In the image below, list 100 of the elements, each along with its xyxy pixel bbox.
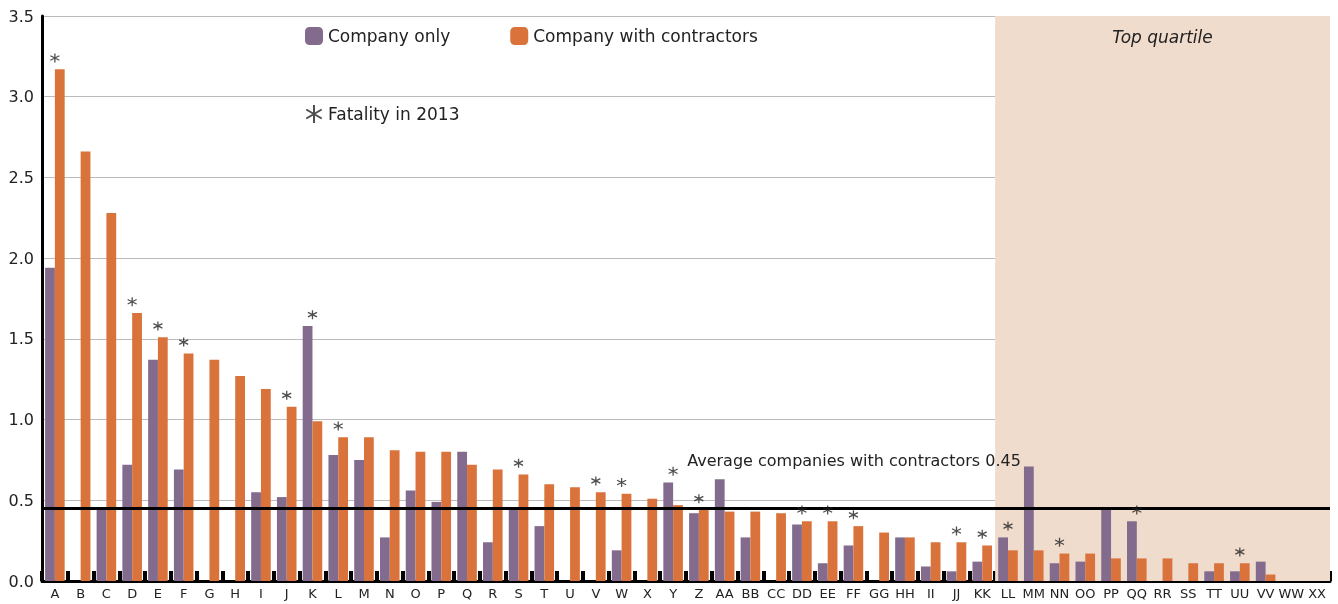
- bar: [698, 509, 709, 581]
- y-tick-label: 1.5: [8, 329, 34, 349]
- point: [951, 525, 962, 537]
- bar: [467, 464, 477, 581]
- point: [49, 52, 61, 64]
- bar: [338, 437, 349, 581]
- bar: [328, 455, 339, 581]
- y-tick-label: 0.5: [8, 490, 34, 510]
- point: [1054, 537, 1065, 548]
- bar: [1214, 563, 1224, 581]
- x-tick-label: BB: [741, 586, 760, 601]
- point: [281, 390, 292, 401]
- bar: [904, 537, 915, 581]
- point: [1234, 546, 1245, 558]
- x-tick-label: C: [101, 586, 111, 601]
- bar: [595, 492, 606, 581]
- bar: [518, 474, 529, 581]
- x-tick-label: DD: [791, 586, 812, 601]
- point: [693, 493, 705, 504]
- x-tick-label: L: [334, 586, 343, 601]
- bar: [364, 437, 374, 581]
- bar: [260, 388, 271, 581]
- x-tick-label: TT: [1205, 586, 1222, 601]
- point: [307, 309, 318, 320]
- x-tick-label: K: [308, 586, 318, 601]
- bar: [647, 498, 658, 581]
- legend-label: Company with contractors: [533, 26, 758, 46]
- bar: [276, 497, 287, 581]
- bar: [80, 151, 91, 581]
- bar: [45, 267, 55, 581]
- bar: [1127, 521, 1137, 581]
- bar: [534, 526, 545, 581]
- x-tick-label: XX: [1308, 586, 1327, 601]
- x-tick-label: T: [539, 586, 549, 601]
- bar: [673, 505, 683, 581]
- point: [590, 475, 601, 487]
- x-tick-label: MM: [1022, 586, 1045, 601]
- y-tick-label: 2.0: [8, 248, 34, 268]
- bar: [431, 501, 442, 581]
- x-tick-label: AA: [715, 586, 734, 601]
- y-tick-label: 3.0: [8, 87, 34, 107]
- bar: [312, 421, 323, 581]
- y-tick-label: 3.5: [8, 6, 34, 26]
- x-tick-label: WW: [1278, 586, 1305, 601]
- x-tick-label: M: [358, 586, 370, 601]
- x-tick-label: GG: [869, 586, 890, 601]
- x-tick-label: JJ: [951, 586, 961, 601]
- bar: [750, 511, 761, 581]
- x-tick-label: PP: [1103, 586, 1120, 601]
- point: [333, 420, 344, 432]
- point: [1002, 520, 1014, 532]
- bar: [1101, 508, 1112, 581]
- bar: [1085, 553, 1096, 581]
- x-tick-label: EE: [819, 586, 836, 601]
- y-tick-label: 0.0: [8, 571, 34, 591]
- ref-line-label: Average companies with contractors 0.45: [687, 450, 1021, 470]
- bar: [483, 542, 493, 581]
- x-tick-label: F: [179, 586, 188, 601]
- point: [1131, 504, 1142, 516]
- x-tick-label: U: [565, 586, 575, 601]
- bar: [96, 508, 107, 581]
- bar: [956, 542, 967, 581]
- point: [848, 509, 859, 520]
- bar: [827, 521, 838, 581]
- bar: [1162, 558, 1173, 581]
- point: [822, 504, 833, 516]
- bar: [235, 375, 245, 581]
- x-tick-label: V: [591, 586, 601, 601]
- x-tick-label: Z: [694, 586, 704, 601]
- point: [513, 458, 524, 469]
- bar: [389, 450, 400, 581]
- bar: [302, 325, 313, 581]
- bar: [663, 482, 674, 581]
- x-tick-label: P: [437, 586, 446, 601]
- bar: [1255, 561, 1266, 581]
- x-tick-label: KK: [973, 586, 992, 601]
- point: [667, 466, 679, 477]
- bar: [1075, 561, 1086, 581]
- bar: [405, 490, 416, 581]
- bar: [724, 511, 735, 581]
- bar: [853, 526, 864, 581]
- bar: [457, 451, 468, 581]
- bar: [1239, 563, 1250, 581]
- bar: [1059, 553, 1070, 581]
- bar: [570, 487, 580, 581]
- bar: [895, 537, 905, 581]
- bar: [1049, 563, 1060, 581]
- bar: [183, 353, 194, 581]
- band-label: Top quartile: [1112, 26, 1213, 47]
- bar: [508, 508, 519, 581]
- x-tick-label: J: [283, 586, 289, 601]
- x-tick-label: A: [50, 586, 60, 601]
- bar: [714, 479, 725, 581]
- bar: [879, 532, 889, 581]
- point: [977, 529, 988, 540]
- bar: [1111, 558, 1121, 581]
- legend-label: Fatality in 2013: [328, 104, 460, 124]
- bar: [544, 484, 555, 581]
- point: [796, 504, 808, 516]
- x-tick-label: X: [642, 586, 652, 601]
